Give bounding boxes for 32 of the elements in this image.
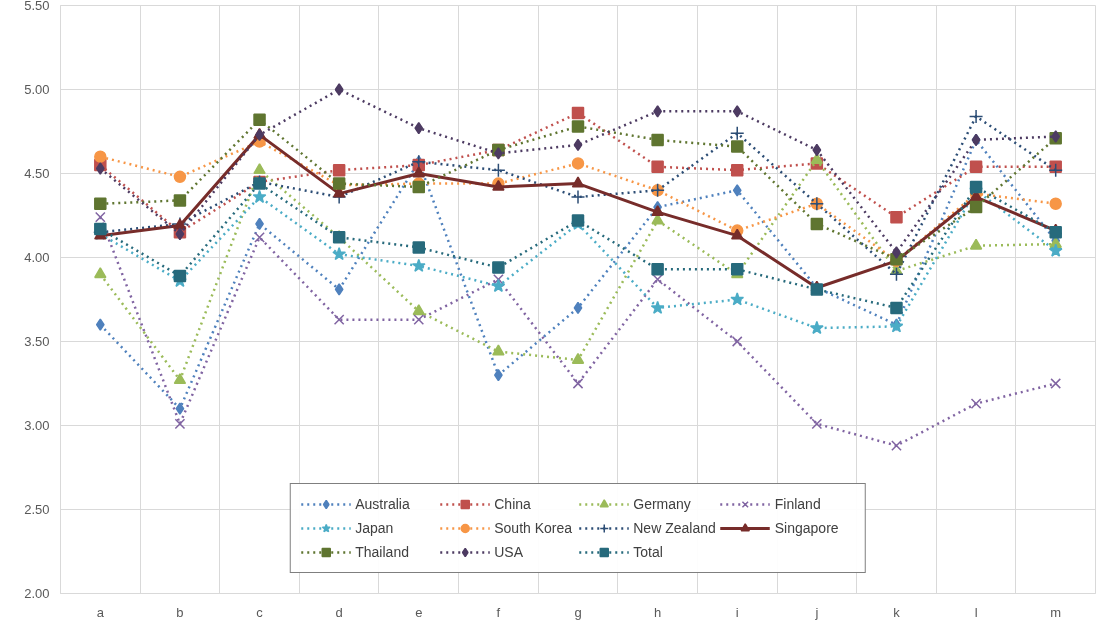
y-tick-label: 5.50 [24, 0, 50, 13]
y-tick-label: 3.00 [24, 418, 50, 433]
x-tick-label: b [176, 604, 184, 620]
x-tick-label: e [415, 604, 423, 620]
legend-label: Finland [774, 496, 822, 512]
x-tick-label: i [735, 604, 739, 620]
y-tick-label: 3.50 [24, 334, 50, 349]
x-tick-label: d [335, 604, 343, 620]
legend-label: Japan [355, 520, 395, 536]
x-tick-label: g [574, 604, 582, 620]
x-tick-label: k [893, 604, 901, 620]
x-tick-label: l [974, 604, 978, 620]
y-tick-label: 2.00 [24, 586, 50, 601]
x-tick-label: a [96, 604, 105, 620]
x-tick-label: c [256, 604, 264, 620]
y-tick-label: 5.00 [24, 82, 50, 97]
x-tick-label: j [814, 604, 819, 620]
y-tick-label: 4.00 [24, 250, 50, 265]
y-tick-label: 4.50 [24, 166, 50, 181]
legend-label: South Korea [494, 520, 574, 536]
x-tick-label: m [1050, 604, 1062, 620]
x-tick-label: h [654, 604, 662, 620]
legend-label: New Zealand [633, 520, 716, 536]
legend-label: Total [633, 544, 664, 560]
x-tick-label: f [496, 604, 501, 620]
legend-label: Germany [633, 496, 692, 512]
legend-label: Singapore [774, 520, 840, 536]
legend-label: Thailand [355, 544, 410, 560]
legend-label: China [494, 496, 532, 512]
y-tick-label: 2.50 [24, 502, 50, 517]
legend-label: Australia [355, 496, 411, 512]
legend-label: USA [494, 544, 525, 560]
